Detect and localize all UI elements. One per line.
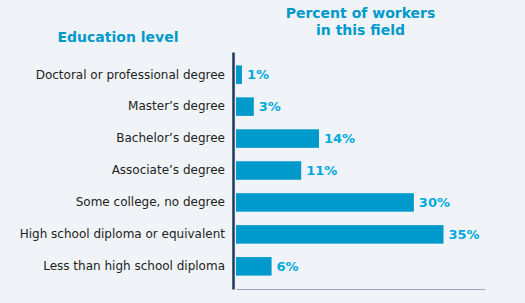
y-tick: Less than high school diploma [43,259,233,273]
data-label: 35% [449,227,480,242]
bar [236,257,272,276]
x-axis-title-line: in this field [316,22,405,38]
category-label: Doctoral or professional degree [36,68,225,82]
y-tick: High school diploma or equivalent [20,227,233,241]
bar [236,193,414,212]
plot: 1% 3% 14% 11% 30% 35% 6% Doctoral or profession… [20,53,486,290]
chart: 1% 3% 14% 11% 30% 35% 6% Doctoral or profession… [0,0,525,303]
category-label: High school diploma or equivalent [20,227,226,241]
bar [236,65,242,84]
category-label: Some college, no degree [76,195,225,209]
data-label: 3% [259,99,281,114]
bar [236,225,444,244]
y-axis-title: Education level [58,29,179,45]
background [0,0,525,303]
y-tick: Master’s degree [128,99,233,113]
x-axis [237,289,486,290]
x-axis-title: Percent of workersin this field [286,5,436,38]
y-tick: Associate’s degree [112,163,233,177]
category-label: Associate’s degree [112,163,225,177]
data-label: 6% [277,259,299,274]
x-axis-line [237,289,486,290]
data-label: 1% [247,67,269,82]
category-label: Less than high school diploma [43,259,225,273]
data-label: 11% [306,163,337,178]
y-tick: Doctoral or professional degree [36,68,233,82]
category-label: Master’s degree [128,99,225,113]
y-tick: Some college, no degree [76,195,233,209]
data-label: 30% [419,195,450,210]
data-label: 14% [324,131,355,146]
x-axis-title-line: Percent of workers [286,5,436,21]
y-tick: Bachelor’s degree [116,131,233,145]
bar [236,129,319,148]
bar [236,161,301,180]
divider [232,53,235,290]
category-label: Bachelor’s degree [116,131,225,145]
bars [236,65,444,275]
y-axis: Doctoral or professional degree Master’s … [20,53,234,290]
data-labels: 1% 3% 14% 11% 30% 35% 6% [247,67,480,274]
bar [236,97,254,116]
